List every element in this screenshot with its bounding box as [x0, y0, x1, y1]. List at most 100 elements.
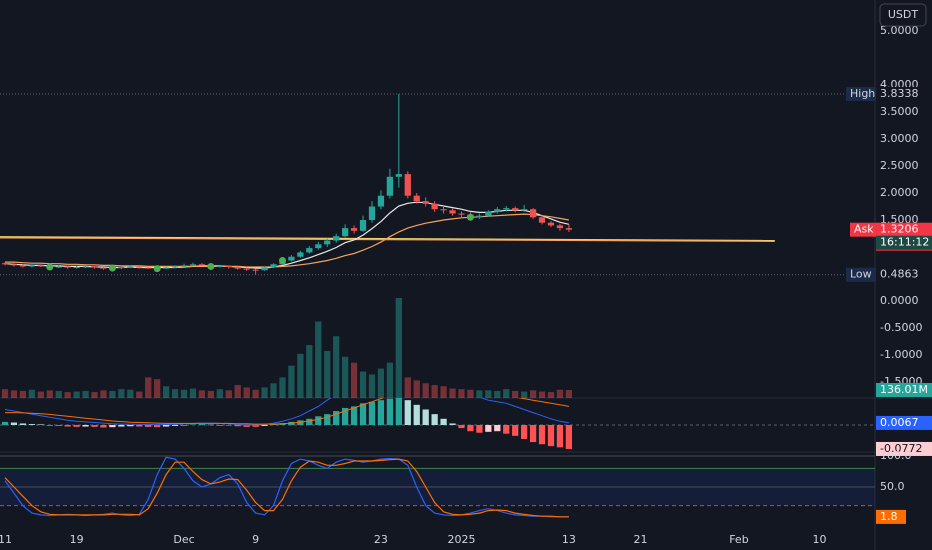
volume-bar — [91, 392, 98, 398]
macd-histogram-bar — [538, 425, 546, 445]
candle-body — [91, 266, 98, 268]
volume-bar — [395, 298, 402, 398]
y-tick-label: 0.0000 — [880, 294, 919, 307]
macd-histogram-bar — [440, 418, 447, 425]
macd-histogram-bar — [458, 425, 465, 429]
volume-bar — [440, 386, 447, 398]
currency-label[interactable]: USDT — [888, 8, 919, 21]
macd-value: 0.0067 — [880, 416, 919, 429]
macd-hist-value: -0.0772 — [880, 442, 922, 455]
macd-histogram-bar — [306, 418, 313, 425]
macd-histogram-bar — [431, 414, 438, 425]
candle-body — [297, 252, 304, 257]
candle-body — [404, 174, 411, 196]
signal-marker — [466, 213, 474, 221]
stoch-tick-label: 100.0 — [880, 449, 912, 462]
volume-bar — [109, 390, 116, 398]
candle-body — [521, 209, 528, 211]
candle-body — [288, 256, 295, 261]
macd-hist-value-box — [876, 441, 932, 456]
volume-bar — [431, 385, 438, 398]
moving-average — [5, 213, 570, 268]
volume-bar — [556, 389, 564, 398]
stoch-tick-label: 50.0 — [880, 480, 905, 493]
macd-histogram-bar — [55, 425, 62, 426]
candle-body — [476, 215, 483, 218]
volume-bar — [297, 353, 304, 398]
y-tick-label: 2.5000 — [880, 159, 919, 172]
macd-histogram-bar — [136, 425, 143, 427]
volume-bar — [64, 392, 71, 398]
macd-histogram-bar — [359, 403, 367, 425]
volume-bar — [413, 380, 420, 398]
candle-body — [64, 266, 71, 268]
candle-body — [100, 267, 107, 269]
macd-histogram-bar — [333, 411, 340, 425]
countdown: 16:11:12 — [880, 236, 929, 249]
candle-body — [189, 264, 197, 266]
candle-body — [368, 206, 376, 221]
candle-body — [529, 209, 537, 218]
x-tick-label: 10 — [813, 533, 827, 546]
ask-tag — [850, 222, 876, 237]
candle-body — [136, 266, 143, 268]
volume-bar — [458, 389, 465, 398]
macd-histogram-bar — [1, 421, 9, 425]
volume-bar — [234, 385, 241, 398]
candle-body — [538, 217, 546, 223]
ask-tag-text: Ask — [854, 223, 874, 236]
volume-bar — [529, 390, 537, 398]
signal-marker — [278, 257, 286, 265]
candle-body — [145, 267, 152, 269]
macd-histogram-bar — [189, 424, 197, 425]
y-tick-label: -1.0000 — [880, 348, 922, 361]
macd-histogram-bar — [46, 425, 53, 426]
candle-body — [306, 248, 313, 253]
macd-histogram-bar — [10, 422, 18, 425]
signal-marker — [108, 264, 116, 272]
candle-body — [422, 201, 429, 204]
volume-bar — [10, 390, 18, 398]
high-value: 3.8338 — [880, 87, 919, 100]
volume-bar — [46, 390, 53, 398]
low-tag-text: Low — [850, 268, 872, 281]
macd-value-box — [876, 415, 932, 430]
candle-body — [333, 236, 340, 241]
x-tick-label: 2025 — [447, 533, 475, 546]
candle-body — [270, 264, 277, 268]
volume-bar — [467, 389, 474, 398]
macd-pane — [0, 398, 875, 449]
candle-body — [324, 240, 331, 245]
volume-bar — [216, 389, 223, 398]
volume-bar — [261, 387, 268, 398]
candle-body — [10, 264, 18, 266]
macd-line — [4, 398, 569, 426]
volume-bar — [180, 389, 188, 398]
volume-bar — [162, 386, 170, 398]
macd-histogram-bar — [28, 424, 35, 425]
candle-body — [512, 208, 519, 211]
volume-bar — [252, 389, 259, 398]
candle-body — [341, 228, 349, 237]
volume-bar — [279, 377, 286, 398]
axis-labels: 11 19 Dec 9 23 2025 13 21 Feb 105.00004.00003.500… — [0, 24, 932, 546]
macd-histogram-bar — [154, 425, 161, 428]
macd-histogram-bar — [547, 425, 555, 447]
macd-histogram-bar — [565, 425, 573, 449]
candle-body — [440, 209, 447, 211]
volume-bar — [19, 390, 27, 398]
macd-histogram-bar — [252, 425, 259, 427]
macd-histogram-bar — [512, 425, 519, 436]
volume-bar — [422, 383, 429, 398]
high-tag — [846, 86, 876, 101]
currency-button[interactable] — [879, 3, 927, 27]
volume-bar — [324, 350, 331, 398]
volume-bar — [171, 389, 179, 398]
countdown-box — [876, 235, 932, 250]
volume-bar — [225, 390, 232, 398]
x-tick-label: 9 — [252, 533, 259, 546]
macd-histogram-bar — [82, 425, 89, 427]
x-tick-label: Feb — [729, 533, 748, 546]
ask-value: 1.3206 — [880, 223, 919, 236]
